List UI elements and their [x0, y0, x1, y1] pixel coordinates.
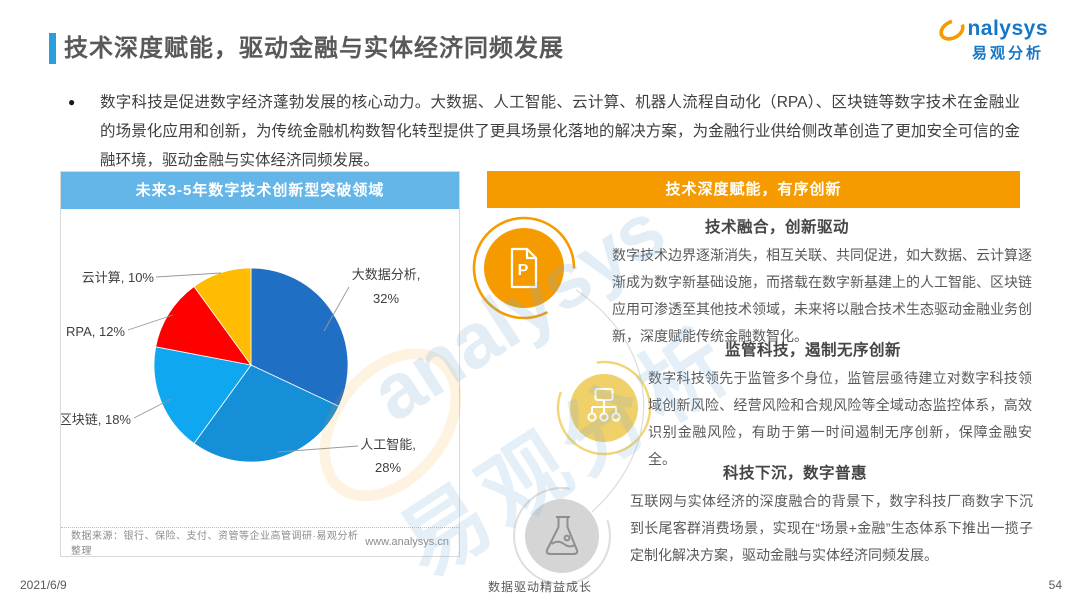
pie-data-label: 32% [373, 291, 399, 306]
pie-data-label: 人工智能, [360, 437, 416, 452]
pie-slice-人工智能 [193, 364, 340, 463]
footer-date: 2021/6/9 [20, 578, 67, 592]
chart-card-header: 未来3-5年数字技术创新型突破领域 [61, 172, 459, 209]
pie-chart: 大数据分析, 32% 人工智能, 28% 区块链, 18% RPA, 12% 云计算, 10… [59, 209, 459, 526]
section3-title: 科技下沉，数字普惠 [722, 465, 867, 482]
logo-brand-cn-text: 易观分析 [971, 45, 1044, 62]
flask-icon [513, 487, 611, 585]
pie-label-leader-line [127, 314, 174, 331]
pie-data-label: 大数据分析, [352, 267, 421, 282]
pie-slice-区块链 [153, 346, 252, 445]
section2-title: 监管科技，遏制无序创新 [724, 342, 901, 359]
data-source-note: 数据来源：银行、保险、支付、资管等企业高管调研·易观分析整理 [71, 531, 359, 557]
source-row: 数据来源：银行、保险、支付、资管等企业高管调研·易观分析整理 www.analy… [61, 527, 459, 557]
page-title: 技术深度赋能，驱动金融与实体经济同频发展 [64, 35, 564, 62]
chart-card: 未来3-5年数字技术创新型突破领域 大数据分析, 32% 人工智能, 28% 区块链, … [59, 171, 460, 557]
pie-label-leader-line [277, 445, 359, 453]
right-panel-header: 技术深度赋能，有序创新 [487, 171, 1020, 208]
pie-data-label: 云计算, 10% [82, 270, 155, 285]
logo-brand-text: nalysys [967, 17, 1048, 40]
logo-swirl-icon [939, 19, 966, 41]
pie-slice-大数据分析 [250, 267, 349, 407]
section1-title: 技术融合，创新驱动 [704, 219, 849, 236]
pie-label-leader-line [133, 398, 172, 419]
document-p-icon: P [472, 216, 576, 320]
section1-icon: P [469, 213, 579, 328]
section1-body: 数字技术边界逐渐消失，相互关联、共同促进，如大数据、云计算逐渐成为数字新基础设施… [612, 247, 1032, 344]
pie-data-label: 区块链, 18% [61, 412, 131, 427]
footer-slogan: 数据驱动精益成长 [487, 580, 592, 594]
intro-text: 数字科技是促进数字经济蓬勃发展的核心动力。大数据、人工智能、云计算、机器人流程自… [100, 94, 1020, 169]
section2-body: 数字科技领先于监管多个身位，监管层亟待建立对数字科技领域创新风险、经营风险和合规… [648, 370, 1032, 467]
pie-chart-svg: 大数据分析, 32% 人工智能, 28% 区块链, 18% RPA, 12% 云计算, 10… [59, 267, 421, 475]
pie-slice-云计算 [193, 267, 252, 367]
section3-icon [509, 483, 615, 594]
intro-paragraph: ● 数字科技是促进数字经济蓬勃发展的核心动力。大数据、人工智能、云计算、机器人流… [62, 88, 1020, 175]
bullet-icon: ● [68, 95, 76, 109]
section3-body: 互联网与实体经济的深度融合的背景下，数字科技厂商数字下沉到长尾客群消费场景，实现… [630, 493, 1033, 563]
pie-data-label: RPA, 12% [66, 324, 125, 339]
website-url: www.analysys.cn [365, 536, 449, 548]
section2-icon [554, 358, 654, 463]
pie-label-leader-line [155, 272, 222, 278]
pie-slice-RPA [155, 285, 252, 366]
footer-page-number: 54 [1048, 578, 1062, 592]
title-accent-bar [49, 33, 56, 64]
analysys-logo: nalysys 易观分析 [918, 16, 1048, 66]
pie-label-leader-line [323, 286, 350, 332]
pie-data-label: 28% [375, 460, 401, 475]
svg-text:P: P [518, 262, 529, 279]
org-chart-icon [556, 360, 652, 456]
